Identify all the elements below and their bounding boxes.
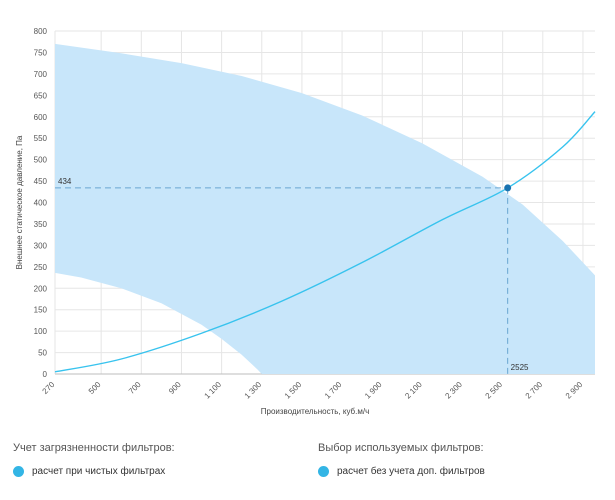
- y-tick-label: 600: [34, 113, 48, 122]
- x-tick-label: 900: [167, 380, 183, 396]
- y-tick-label: 250: [34, 263, 48, 272]
- x-tick-label: 1 900: [363, 380, 384, 401]
- x-tick-label: 700: [127, 380, 143, 396]
- x-tick-label: 2 700: [524, 380, 545, 401]
- y-tick-label: 50: [38, 349, 47, 358]
- system-curve-line: [54, 111, 596, 373]
- x-axis-ticks: 270 500 700 900 1 100 1 300 1 500 1 700 1 900 2 1…: [41, 380, 585, 401]
- y-axis-title: Внешнее статическое давление, Па: [15, 135, 24, 269]
- y-tick-label: 300: [34, 241, 48, 250]
- filter-contamination-radio[interactable]: расчет при чистых фильтрах: [13, 466, 175, 477]
- y-tick-label: 550: [34, 134, 48, 143]
- operating-range-area: [55, 43, 595, 375]
- filter-contamination-title: Учет загрязненности фильтров:: [13, 442, 175, 454]
- y-tick-label: 700: [34, 70, 48, 79]
- operating-point-flow-label: 2525: [511, 363, 529, 372]
- y-tick-label: 450: [34, 177, 48, 186]
- radio-selected-icon[interactable]: [318, 466, 329, 477]
- y-tick-label: 400: [34, 199, 48, 208]
- x-axis-title: Производительность, куб.м/ч: [261, 407, 369, 416]
- y-tick-label: 100: [34, 327, 48, 336]
- filter-selection-radio[interactable]: расчет без учета доп. фильтров: [318, 466, 485, 477]
- y-tick-label: 350: [34, 220, 48, 229]
- filter-selection-title: Выбор используемых фильтров:: [318, 442, 484, 454]
- x-tick-label: 1 300: [243, 380, 264, 401]
- x-tick-label: 2 300: [443, 380, 464, 401]
- x-tick-label: 270: [41, 380, 57, 396]
- x-tick-label: 1 100: [203, 380, 224, 401]
- y-tick-label: 800: [34, 27, 48, 36]
- filter-contamination-selected-label: расчет при чистых фильтрах: [32, 466, 166, 477]
- y-tick-label: 0: [43, 370, 48, 379]
- fan-performance-chart: 434 2525 0 50 100 150 200 250 300 350 400 450 500 5…: [15, 27, 596, 416]
- filter-contamination-option: Учет загрязненности фильтров: расчет при…: [13, 442, 175, 477]
- y-tick-label: 750: [34, 48, 48, 57]
- operating-point-marker[interactable]: [504, 184, 512, 192]
- operating-point-pressure-label: 434: [58, 177, 72, 186]
- radio-selected-icon[interactable]: [13, 466, 24, 477]
- filter-selection-option: Выбор используемых фильтров: расчет без …: [318, 442, 485, 477]
- x-tick-label: 2 900: [564, 380, 585, 401]
- y-tick-label: 150: [34, 306, 48, 315]
- x-tick-label: 2 100: [403, 380, 424, 401]
- x-tick-label: 500: [87, 380, 103, 396]
- y-tick-label: 200: [34, 284, 48, 293]
- y-tick-label: 650: [34, 91, 48, 100]
- y-axis-ticks: 0 50 100 150 200 250 300 350 400 450 500 550 600 650 7…: [34, 27, 48, 379]
- filter-selection-selected-label: расчет без учета доп. фильтров: [337, 466, 485, 477]
- x-tick-label: 2 500: [484, 380, 505, 401]
- x-tick-label: 1 500: [283, 380, 304, 401]
- y-tick-label: 500: [34, 156, 48, 165]
- x-tick-label: 1 700: [323, 380, 344, 401]
